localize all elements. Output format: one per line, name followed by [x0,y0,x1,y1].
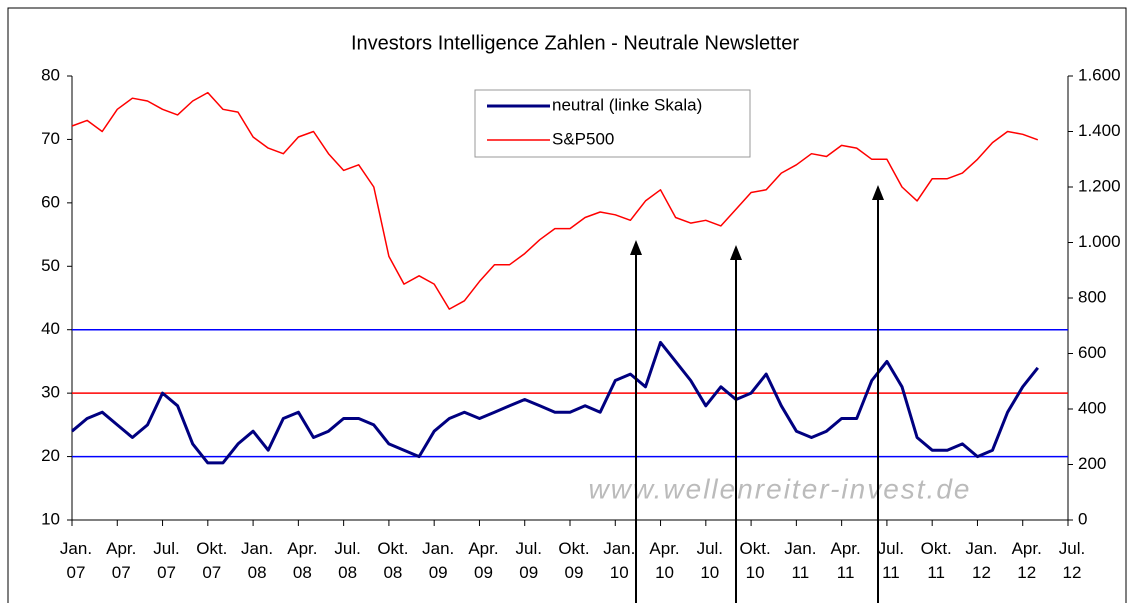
y2-tick-label: 200 [1078,454,1106,473]
x-tick-label: Jul. 12 [1059,539,1085,582]
legend-label: S&P500 [552,129,614,148]
arrow-head [630,240,642,255]
y2-tick-label: 1.000 [1078,232,1121,251]
x-tick-label: Jul. 11 [878,539,904,582]
y-tick-label: 70 [41,129,60,148]
series-line [71,91,1039,310]
y-tick-label: 10 [41,509,60,528]
x-tick-label: Jul. 08 [334,539,360,582]
chart-title: Investors Intelligence Zahlen - Neutrale… [351,32,799,54]
x-tick-label: Apr. 11 [831,539,861,582]
x-tick-label: Apr. 07 [106,539,136,582]
legend-box [474,89,751,158]
x-tick-label: Okt. 07 [196,539,227,582]
x-tick-label: Jul. 07 [153,539,179,582]
x-tick-label: Okt. 09 [558,539,589,582]
y2-tick-label: 1.200 [1078,176,1121,195]
arrows [630,185,884,603]
series-line [71,340,1039,465]
x-tick-label: Jul. 10 [697,539,723,582]
x-tick-label: Jan. 07 [60,539,92,582]
y-tick-label: 50 [41,256,60,275]
x-tick-label: Jan. 08 [241,539,273,582]
y-tick-label: 60 [41,192,60,211]
y2-tick-label: 1.400 [1078,121,1121,140]
legend-label: neutral (linke Skala) [552,95,702,114]
x-tick-label: Jan. 10 [603,539,635,582]
y2-tick-label: 600 [1078,343,1106,362]
x-tick-label: Jan. 09 [422,539,454,582]
y-tick-label: 40 [41,319,60,338]
y-tick-label: 20 [41,446,60,465]
x-tick-label: Jan. 12 [965,539,997,582]
y-tick-label: 30 [41,383,60,402]
x-tick-label: Apr. 09 [468,539,498,582]
watermark: www.wellenreiter-invest.de [589,473,972,504]
arrow-head [730,245,742,260]
x-tick-label: Okt. 08 [377,539,408,582]
y-tick-label: 80 [41,65,60,84]
y2-tick-label: 1.600 [1078,65,1121,84]
x-tick-label: Apr. 12 [1012,539,1042,582]
x-tick-label: Okt. 11 [921,539,952,582]
x-tick-label: Jul. 09 [515,539,541,582]
x-tick-label: Jan. 11 [784,539,816,582]
x-tick-label: Apr. 08 [287,539,317,582]
x-tick-label: Okt. 10 [740,539,771,582]
y2-tick-label: 400 [1078,398,1106,417]
y2-tick-label: 800 [1078,287,1106,306]
x-tick-label: Apr. 10 [649,539,679,582]
y2-tick-label: 0 [1078,509,1087,528]
arrow-head [872,185,884,200]
